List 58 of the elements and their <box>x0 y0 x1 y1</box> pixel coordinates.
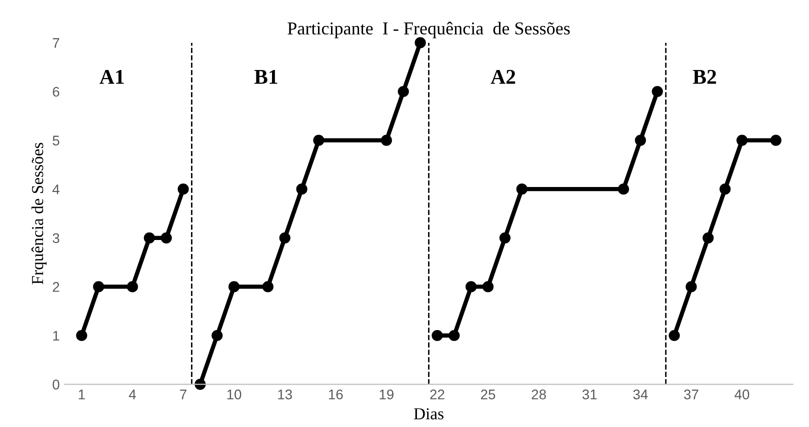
y-tick-label: 0 <box>52 380 60 390</box>
x-tick-label: 22 <box>430 390 444 400</box>
point <box>482 281 494 292</box>
x-tick-label: 7 <box>180 390 186 400</box>
point <box>770 134 782 146</box>
x-tick-label: 19 <box>380 390 394 400</box>
x-tick-label: 4 <box>128 390 136 400</box>
point <box>499 232 511 244</box>
x-tick-label: 34 <box>633 390 648 400</box>
point <box>720 184 731 195</box>
y-tick-label: 1 <box>53 330 60 341</box>
y-tick-label: 3 <box>52 233 60 244</box>
point <box>313 134 324 146</box>
point <box>76 330 88 342</box>
point <box>380 134 392 146</box>
x-tick-label: 25 <box>481 390 496 400</box>
point <box>702 232 714 244</box>
point <box>466 281 477 292</box>
point <box>618 184 630 195</box>
x-tick-label: 40 <box>734 390 750 400</box>
annotation: A2 <box>490 70 516 84</box>
y-axis-title: Frquência de Sessões <box>31 142 47 284</box>
point <box>668 330 680 342</box>
point <box>432 330 443 342</box>
point <box>279 232 290 244</box>
point <box>516 184 528 195</box>
annotation: B1 <box>254 70 278 84</box>
x-tick-label: 10 <box>227 390 242 400</box>
point <box>296 184 308 195</box>
point <box>448 330 460 342</box>
point <box>178 184 189 195</box>
point <box>212 330 223 342</box>
y-tick-label: 5 <box>52 136 60 146</box>
point <box>93 281 104 292</box>
point <box>634 134 646 146</box>
x-tick-label: 16 <box>328 390 343 400</box>
point <box>652 86 663 98</box>
x-tick-label: 31 <box>582 390 597 400</box>
y-tick-label: 7 <box>52 38 60 48</box>
point <box>736 134 748 146</box>
x-tick-label: 13 <box>278 390 292 400</box>
point <box>126 281 138 292</box>
point <box>262 281 274 292</box>
x-axis-title: Dias <box>414 408 444 420</box>
y-tick-label: 6 <box>52 86 60 97</box>
y-tick-label: 2 <box>52 282 60 292</box>
annotation: B2 <box>692 70 716 84</box>
point <box>398 86 409 98</box>
x-tick-label: 37 <box>684 390 698 400</box>
x-tick-label: 28 <box>532 390 546 400</box>
point <box>686 281 697 292</box>
annotation: A1 <box>100 70 124 84</box>
chart-title: Participante I - Frequência de Sessões <box>288 22 570 38</box>
point <box>160 232 172 244</box>
x-tick-label: 1 <box>78 390 85 400</box>
point <box>144 232 155 244</box>
point <box>228 281 240 292</box>
y-tick-label: 4 <box>52 184 60 194</box>
